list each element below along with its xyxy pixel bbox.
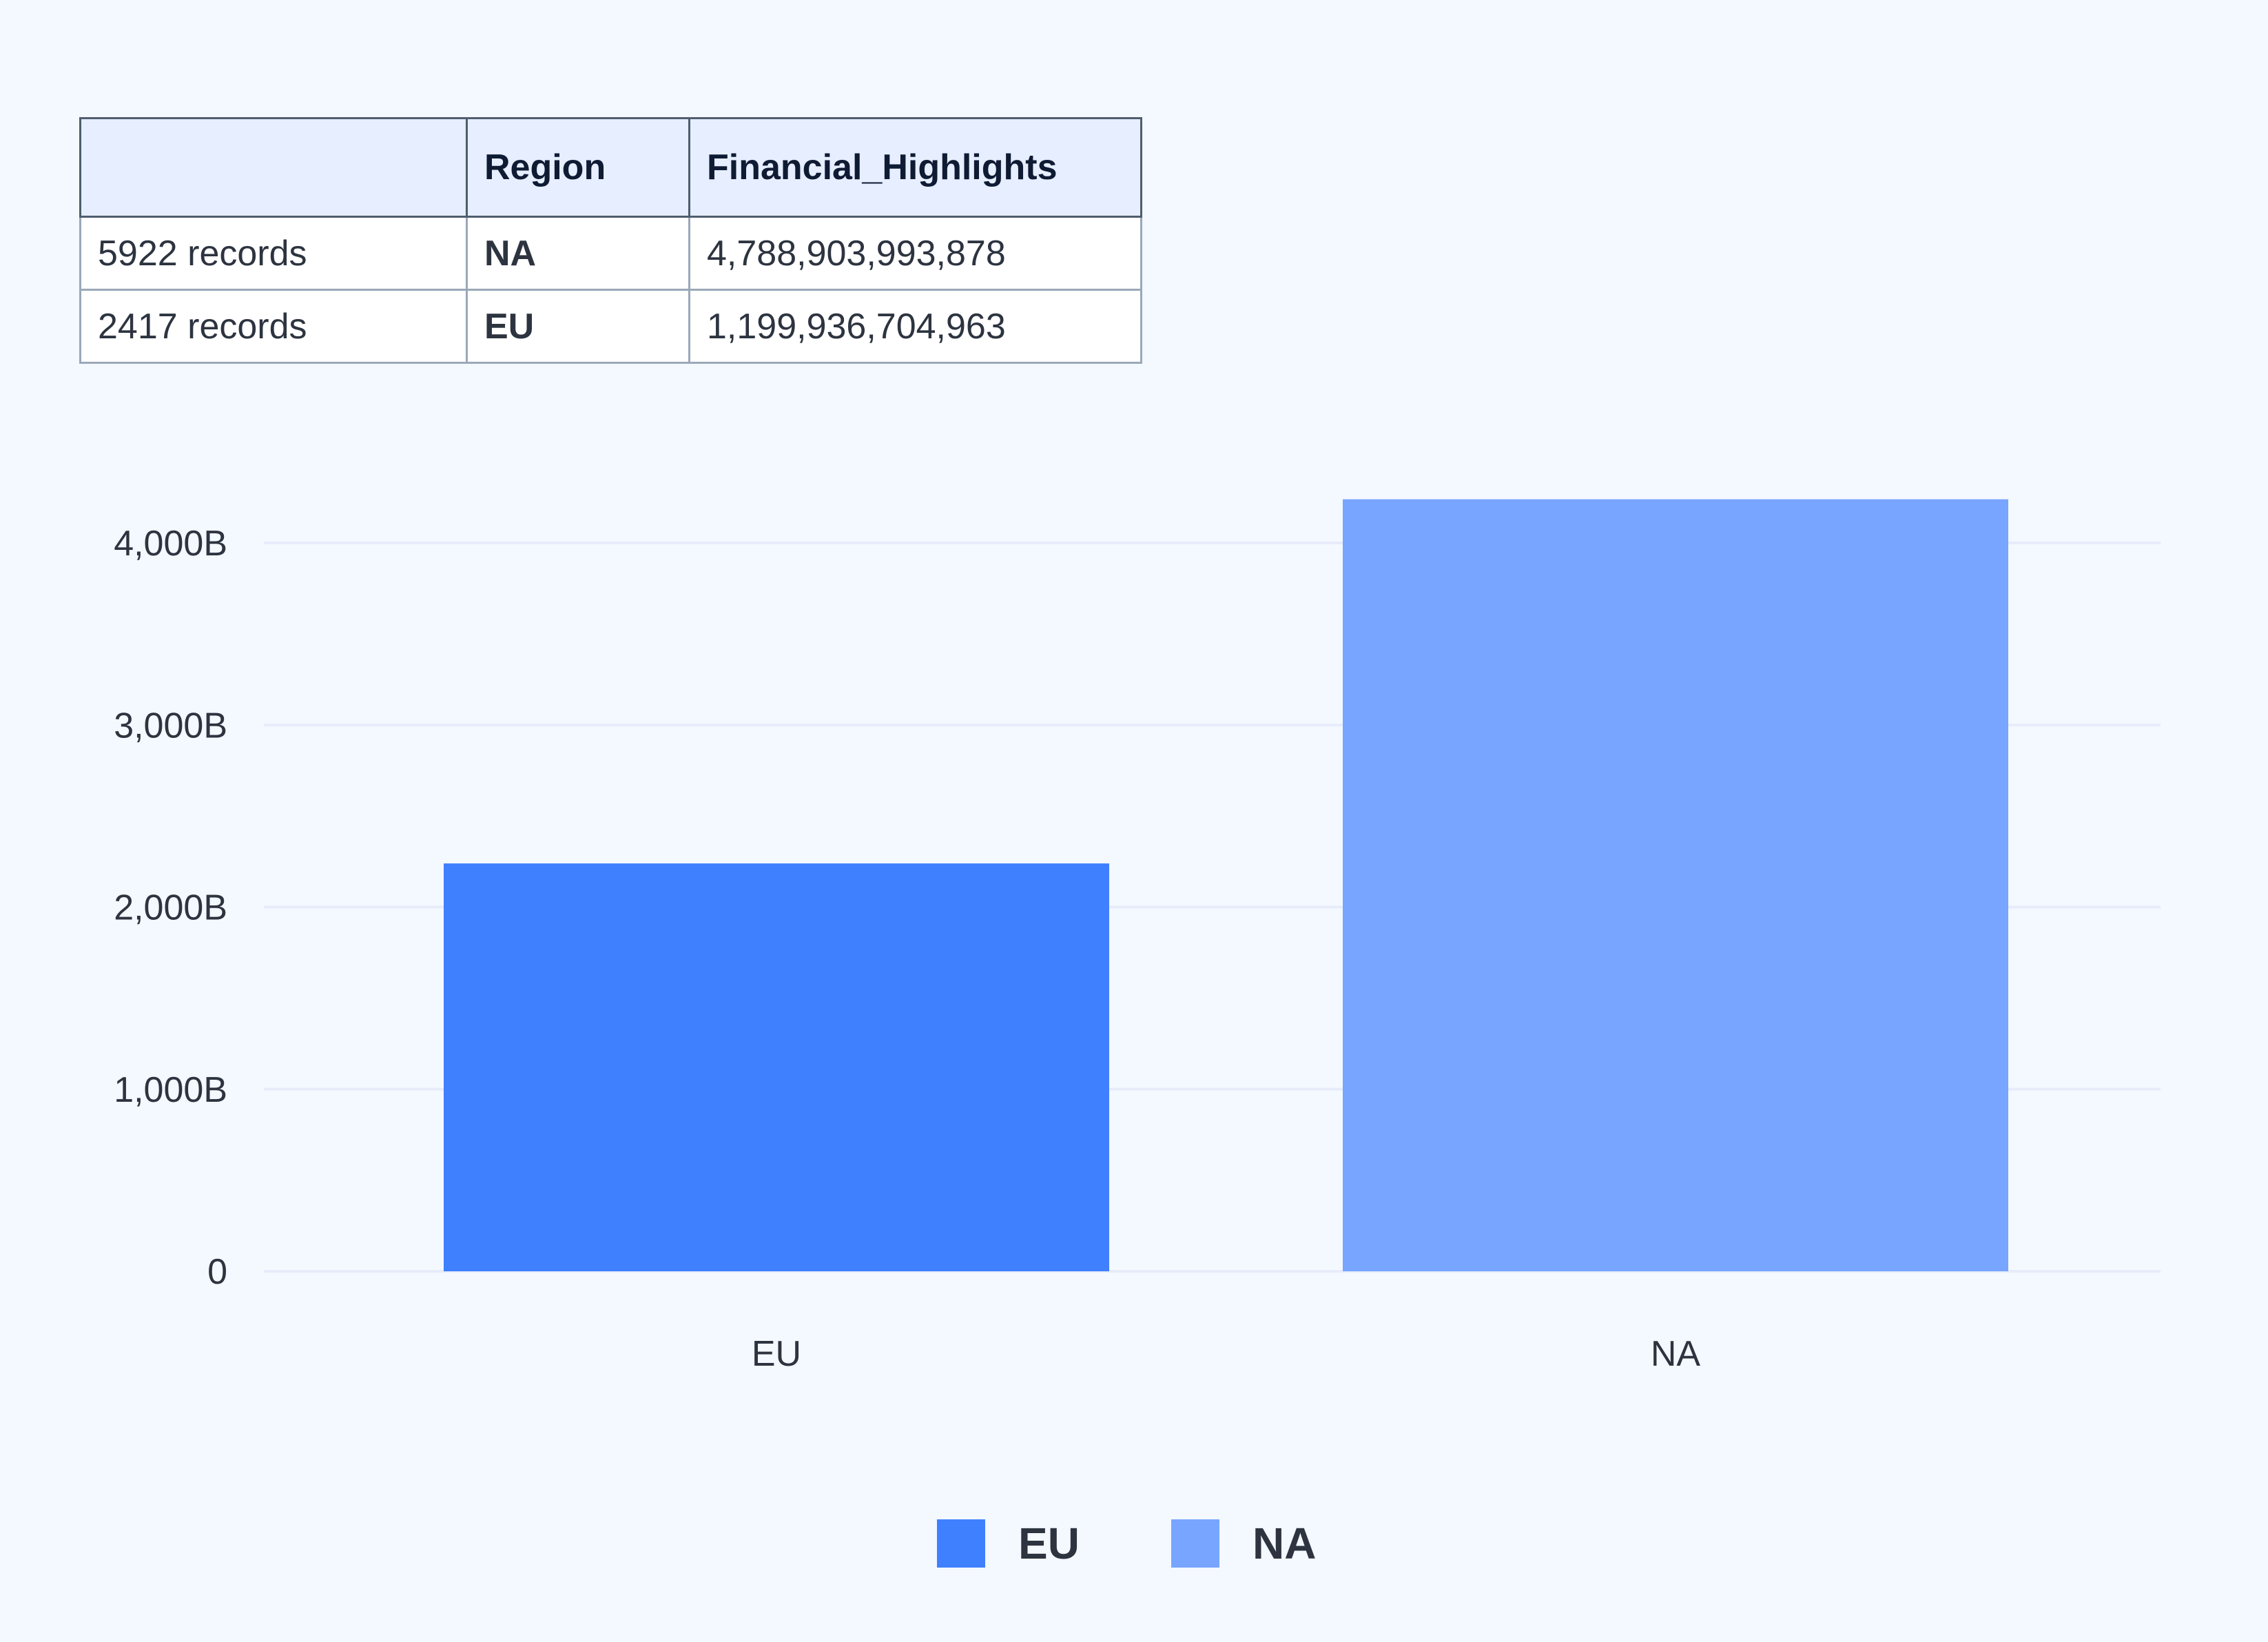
x-tick-label: EU [752,1334,801,1374]
y-tick-label: 3,000B [114,706,227,746]
data-table: Region Financial_Highlights 5922 records… [79,117,1142,364]
y-tick-label: 2,000B [114,888,227,928]
cell-value: 4,788,903,993,878 [688,216,1142,291]
legend-swatch-na [1171,1519,1219,1568]
cell-records: 2417 records [79,289,468,364]
legend-label-eu: EU [1018,1519,1080,1568]
x-tick-label: NA [1651,1334,1701,1374]
header-financial-highlights: Financial_Highlights [688,117,1142,218]
cell-value: 1,199,936,704,963 [688,289,1142,364]
table-row: 2417 records EU 1,199,936,704,963 [79,289,1142,364]
header-region: Region [466,117,690,218]
legend-swatch-eu [937,1519,985,1568]
legend-label-na: NA [1252,1519,1316,1568]
y-tick-label: 0 [207,1252,227,1292]
y-tick-label: 4,000B [114,524,227,564]
y-tick-label: 1,000B [114,1070,227,1110]
table-row: 5922 records NA 4,788,903,993,878 [79,216,1142,291]
cell-region: NA [466,216,690,291]
bar-eu [444,863,1109,1271]
cell-records: 5922 records [79,216,468,291]
cell-region: EU [466,289,690,364]
table-header-row: Region Financial_Highlights [79,117,1142,218]
bar-na [1343,499,2008,1271]
header-cell [79,117,468,218]
